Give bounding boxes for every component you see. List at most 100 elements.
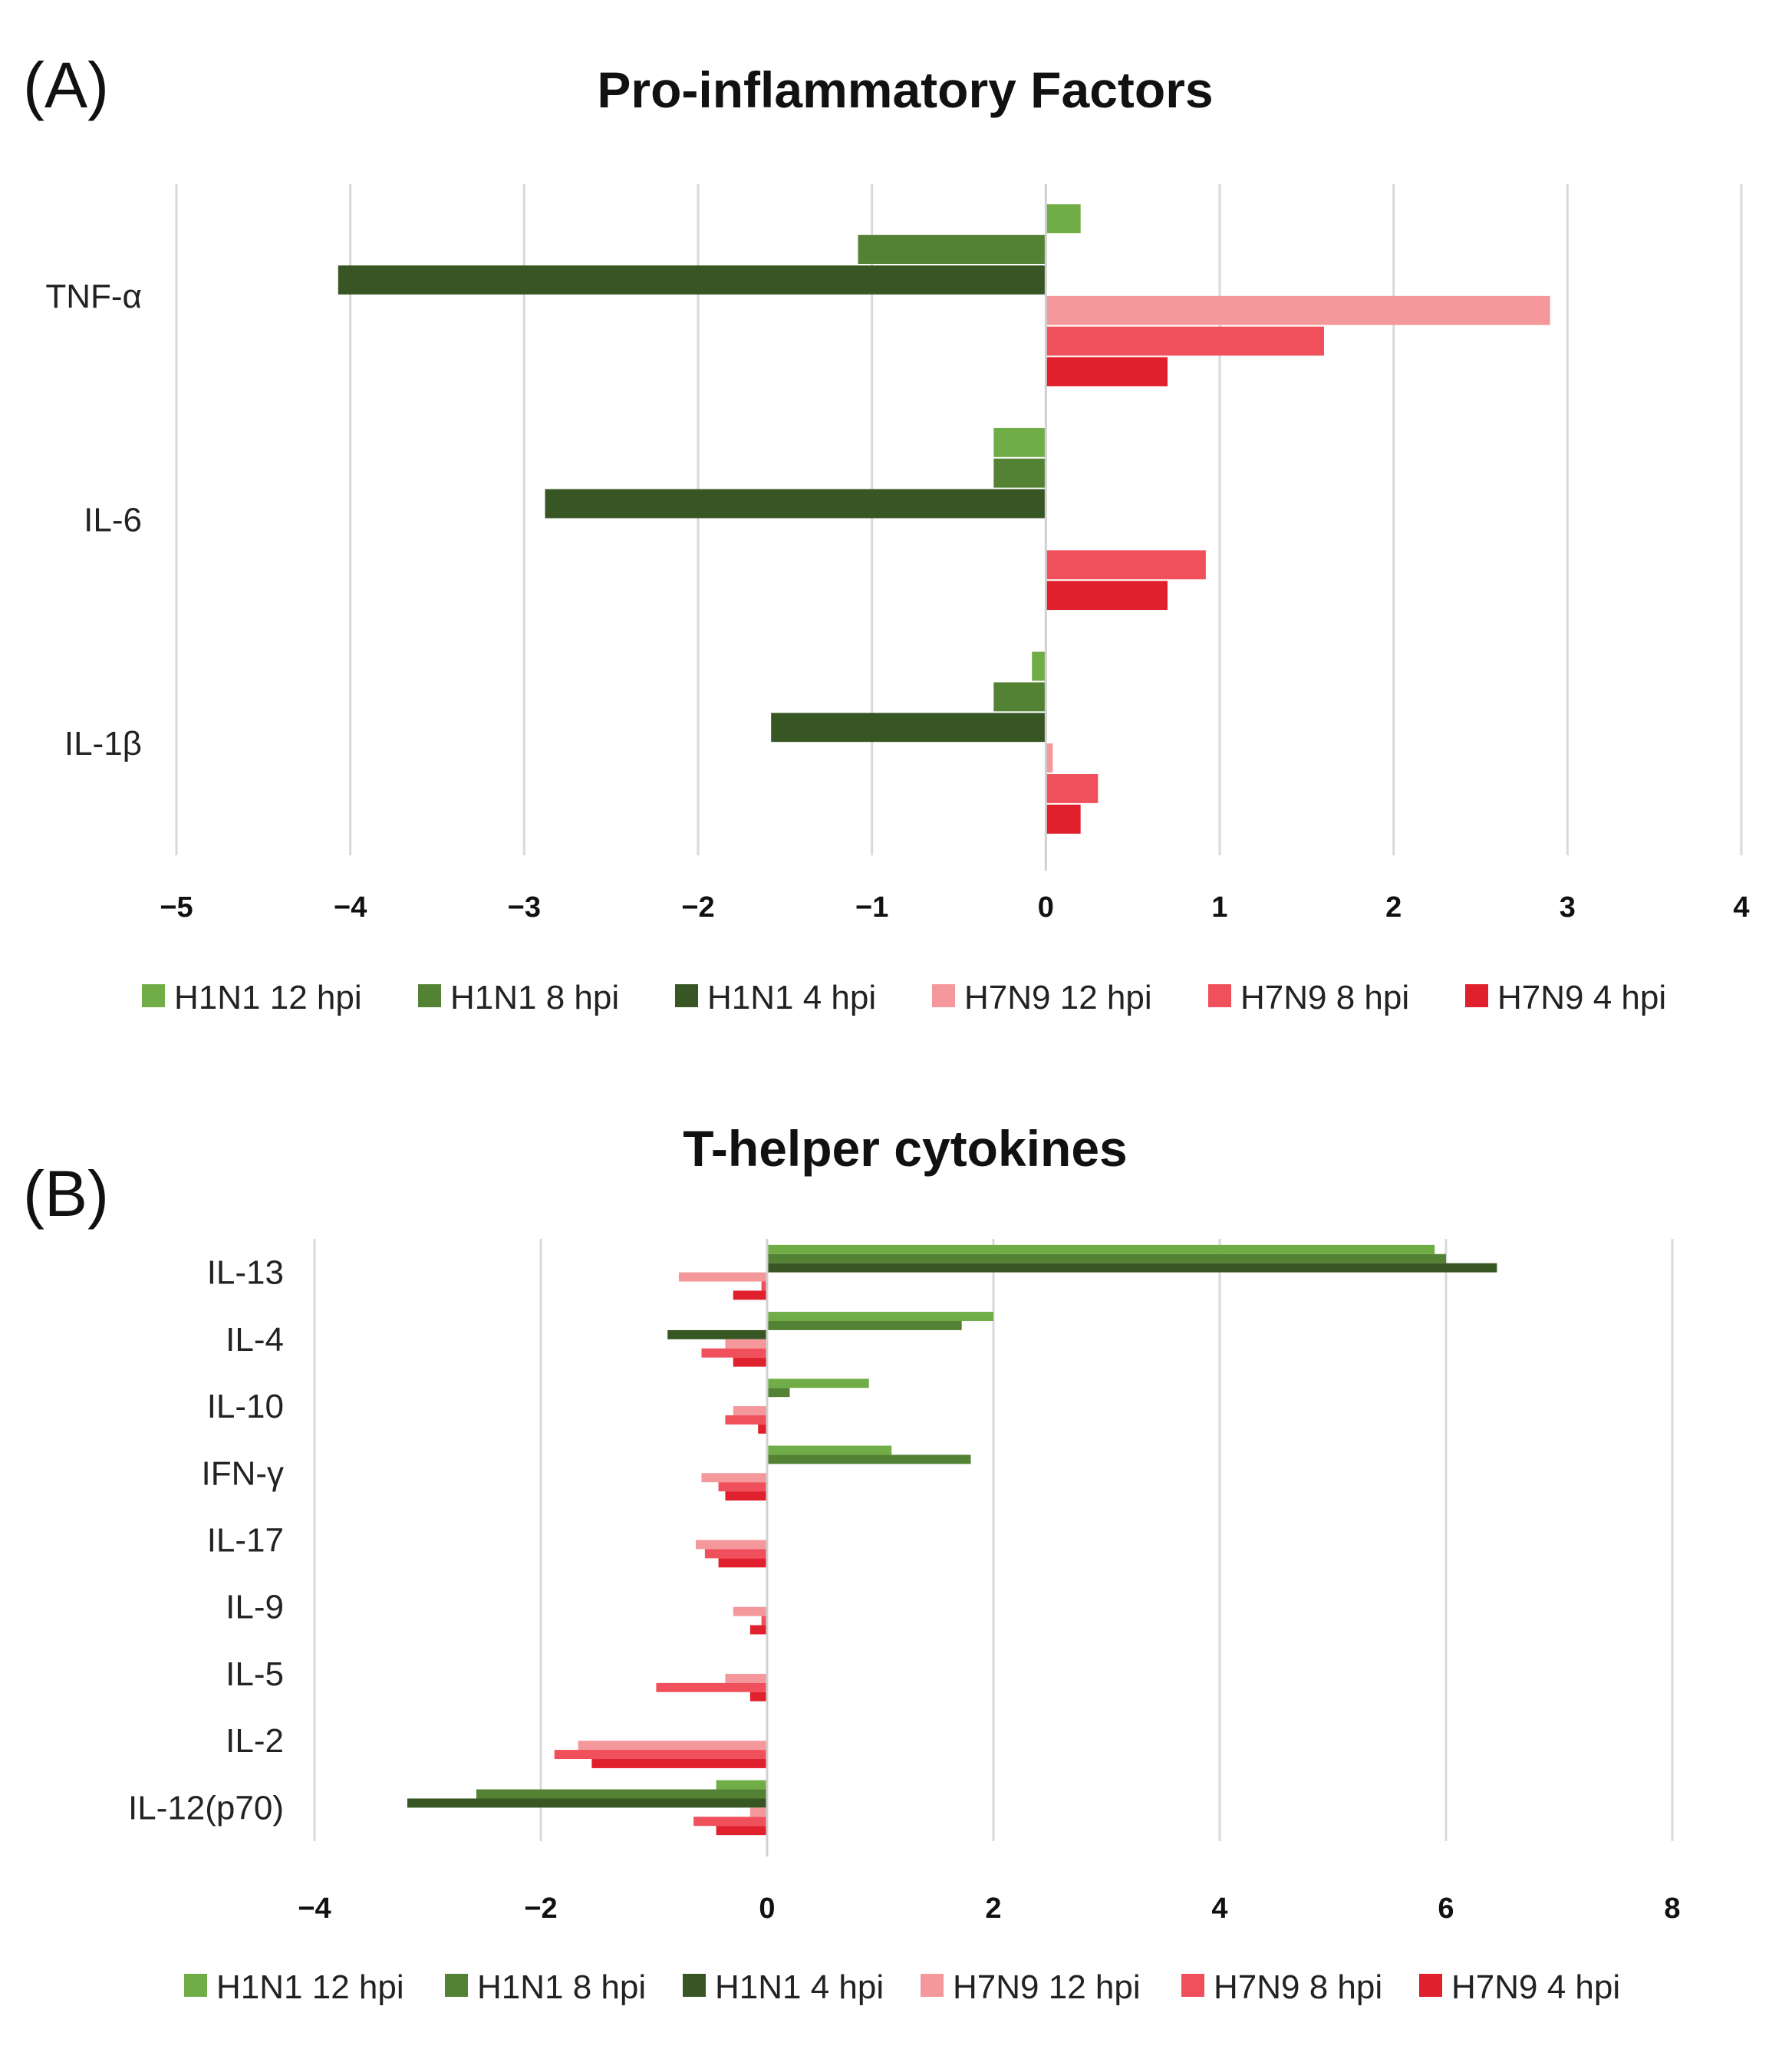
bar-h1n1-12-hpi: [767, 1244, 1435, 1254]
bar-h7n9-8-hpi: [761, 1281, 767, 1291]
bar-h1n1-12-hpi: [993, 427, 1046, 457]
category-label: IL-6: [84, 502, 142, 539]
chart-title: T-helper cytokines: [683, 1120, 1128, 1177]
bar-h7n9-8-hpi: [693, 1817, 767, 1827]
legend-label: H7N9 8 hpi: [1214, 1968, 1382, 2006]
x-tick-label: 8: [1664, 1892, 1680, 1925]
bar-h1n1-4-hpi: [771, 713, 1046, 743]
bar-h1n1-4-hpi: [545, 489, 1046, 519]
panel-label-b: (B): [23, 1158, 109, 1230]
legend-swatch: [683, 1974, 706, 1997]
x-tick-label: −4: [334, 891, 367, 924]
x-tick-label: −2: [524, 1892, 557, 1925]
x-tick-label: 0: [759, 1892, 775, 1925]
bar-h1n1-4-hpi: [667, 1329, 767, 1339]
x-tick-label: 1: [1211, 891, 1227, 924]
category-label: IL-4: [226, 1321, 284, 1359]
chart-pro-inflammatory: (A) Pro-inflammatory Factors TNF-α IL-6 IL…: [23, 49, 1750, 1016]
bar-h1n1-8-hpi: [993, 682, 1046, 712]
x-tick-label: −1: [855, 891, 888, 924]
bar-h7n9-4-hpi: [758, 1424, 767, 1434]
legend-swatch: [142, 984, 165, 1007]
bar-h7n9-12-hpi: [749, 1807, 767, 1817]
legend-swatch: [1208, 984, 1231, 1007]
bar-h7n9-12-hpi: [678, 1272, 767, 1282]
bar-h1n1-12-hpi: [1032, 651, 1046, 681]
bar-h7n9-8-hpi: [704, 1549, 767, 1559]
legend-label: H1N1 8 hpi: [450, 979, 619, 1016]
bar-h7n9-8-hpi: [656, 1682, 767, 1692]
legend-swatch: [1465, 984, 1488, 1007]
category-label: IL-5: [226, 1655, 284, 1693]
panel-label-a: (A): [23, 49, 109, 121]
bar-h7n9-4-hpi: [716, 1826, 767, 1836]
bar-h1n1-4-hpi: [767, 1263, 1497, 1273]
bar-h1n1-12-hpi: [767, 1312, 993, 1321]
bar-h7n9-4-hpi: [591, 1759, 767, 1768]
bar-h7n9-12-hpi: [696, 1540, 767, 1550]
bar-h7n9-4-hpi: [733, 1357, 767, 1367]
bar-h1n1-8-hpi: [767, 1388, 790, 1398]
legend-label: H7N9 4 hpi: [1497, 979, 1666, 1016]
legend-swatch: [932, 984, 955, 1007]
bar-h7n9-12-hpi: [725, 1673, 767, 1683]
chart-title: Pro-inflammatory Factors: [597, 61, 1213, 118]
x-tick-label: −5: [160, 891, 193, 924]
bar-h7n9-4-hpi: [733, 1290, 767, 1300]
bar-h1n1-8-hpi: [858, 235, 1046, 264]
bar-h1n1-8-hpi: [476, 1789, 767, 1799]
legend-swatch: [1419, 1974, 1442, 1997]
legend-swatch: [1181, 1974, 1204, 1997]
category-label: IL-1β: [64, 725, 142, 763]
category-label: IFN-γ: [201, 1454, 284, 1492]
bar-h7n9-8-hpi: [718, 1482, 767, 1492]
legend-label: H7N9 8 hpi: [1240, 979, 1409, 1016]
x-tick-label: −3: [508, 891, 541, 924]
legend-label: H1N1 4 hpi: [707, 979, 876, 1016]
category-label: IL-2: [226, 1722, 284, 1760]
bar-h7n9-12-hpi: [733, 1406, 767, 1415]
legend-label: H1N1 12 hpi: [174, 979, 362, 1016]
bar-h7n9-8-hpi: [1046, 326, 1324, 356]
legend-label: H1N1 12 hpi: [216, 1968, 404, 2006]
bar-h7n9-8-hpi: [761, 1616, 767, 1626]
legend-swatch: [921, 1974, 944, 1997]
bar-h7n9-8-hpi: [701, 1348, 767, 1358]
x-tick-label: 2: [1385, 891, 1402, 924]
category-label: TNF-α: [45, 278, 142, 315]
bar-h7n9-4-hpi: [1046, 804, 1081, 834]
category-label: IL-13: [207, 1254, 284, 1292]
x-tick-label: 4: [1733, 891, 1749, 924]
category-label: IL-10: [207, 1388, 284, 1425]
bar-h7n9-12-hpi: [733, 1606, 767, 1616]
bar-h7n9-4-hpi: [1046, 581, 1168, 611]
bar-h7n9-4-hpi: [718, 1558, 767, 1568]
bar-h1n1-4-hpi: [407, 1798, 767, 1808]
bar-h7n9-4-hpi: [749, 1625, 767, 1635]
bar-h1n1-12-hpi: [1046, 204, 1081, 234]
bar-h7n9-12-hpi: [725, 1339, 767, 1349]
bar-h1n1-12-hpi: [716, 1780, 767, 1790]
legend-swatch: [418, 984, 441, 1007]
x-tick-label: −4: [298, 1892, 331, 1925]
bar-h1n1-4-hpi: [338, 265, 1046, 295]
legend-label: H7N9 12 hpi: [964, 979, 1152, 1016]
x-tick-label: 2: [985, 1892, 1001, 1925]
x-tick-label: 0: [1038, 891, 1054, 924]
bar-h7n9-8-hpi: [1046, 550, 1206, 580]
bar-h1n1-8-hpi: [767, 1253, 1446, 1263]
category-label: IL-17: [207, 1522, 284, 1560]
x-tick-label: 6: [1438, 1892, 1454, 1925]
bar-h1n1-12-hpi: [767, 1379, 869, 1388]
bar-h7n9-12-hpi: [701, 1473, 767, 1483]
legend-swatch: [445, 1974, 468, 1997]
bar-h7n9-4-hpi: [749, 1692, 767, 1701]
legend-label: H7N9 12 hpi: [953, 1968, 1141, 2006]
bar-h7n9-8-hpi: [554, 1750, 767, 1760]
bar-h1n1-8-hpi: [767, 1454, 971, 1464]
legend-swatch: [184, 1974, 207, 1997]
bar-h7n9-8-hpi: [725, 1415, 767, 1425]
x-tick-label: −2: [681, 891, 714, 924]
bar-h7n9-12-hpi: [1046, 295, 1550, 325]
